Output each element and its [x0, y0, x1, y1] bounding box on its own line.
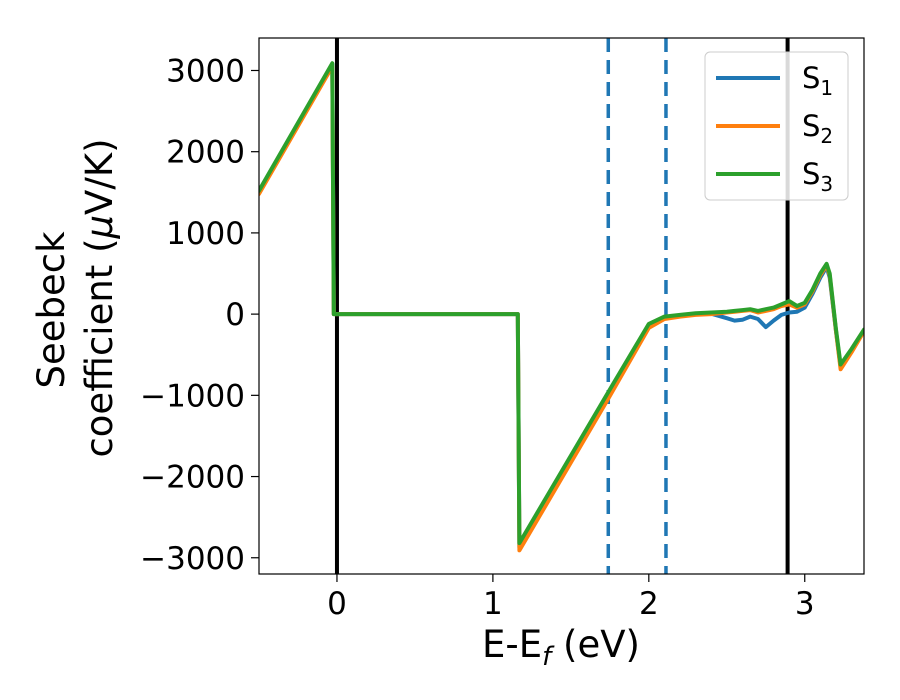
- x-tick-label: 2: [639, 586, 659, 622]
- legend-label-s3: S3: [802, 157, 833, 196]
- y-axis-label-line2: coefficient (μV/K): [78, 138, 121, 457]
- legend-label-s1: S1: [802, 61, 833, 100]
- y-tick-label: 2000: [166, 135, 245, 171]
- x-axis-label-unit: (eV): [551, 623, 640, 666]
- x-tick-label: 3: [795, 586, 815, 622]
- y-axis-label: Seebeck coefficient (μV/K): [30, 138, 121, 457]
- legend: S1 S2 S3: [704, 51, 849, 201]
- y-axis-label-line1: Seebeck: [30, 231, 73, 389]
- y-tick-label: −2000: [140, 460, 245, 496]
- plot-frame: [258, 37, 865, 575]
- y-tick-label: 0: [225, 297, 245, 333]
- y-tick-label: −3000: [140, 541, 245, 577]
- x-tick-label: 1: [483, 586, 503, 622]
- x-axis: 0 1 2 3: [327, 574, 815, 622]
- series-line-s3: [259, 61, 864, 546]
- x-tick-label: 0: [327, 586, 347, 622]
- y-axis-label-mu: μ: [78, 215, 121, 240]
- y-tick-label: −1000: [140, 378, 245, 414]
- series-lines: [259, 61, 864, 553]
- legend-label-s2: S2: [802, 109, 833, 148]
- y-tick-label: 1000: [166, 216, 245, 252]
- x-axis-label: E-Ef (eV): [482, 623, 640, 672]
- y-axis: −3000 −2000 −1000 0 1000 2000 3000: [140, 53, 259, 577]
- y-tick-label: 3000: [166, 53, 245, 89]
